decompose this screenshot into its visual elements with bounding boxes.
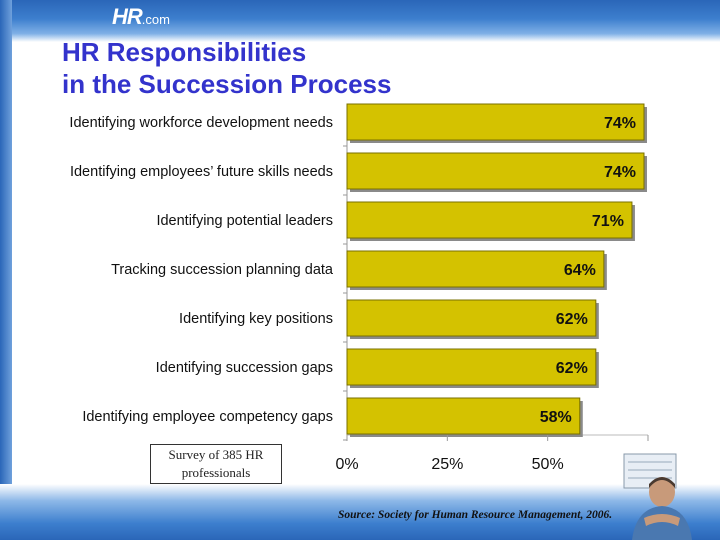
survey-note-line-1: Survey of 385 HR <box>168 447 264 462</box>
bar <box>346 201 633 239</box>
category-label: Tracking succession planning data <box>111 262 334 278</box>
bar <box>346 348 597 386</box>
bar-value-label: 62% <box>556 311 588 328</box>
bar-value-label: 74% <box>604 115 636 132</box>
left-accent-band <box>0 0 12 540</box>
logo-com-text: .com <box>141 12 170 27</box>
source-citation: Source: Society for Human Resource Manag… <box>338 509 613 521</box>
bar <box>346 250 605 288</box>
bar <box>346 299 597 337</box>
title-line-2: in the Succession Process <box>62 69 392 99</box>
title-line-1: HR Responsibilities <box>62 37 307 67</box>
presenter-figure-image <box>623 453 692 540</box>
bar-value-label: 74% <box>604 164 636 181</box>
category-label: Identifying key positions <box>179 311 333 327</box>
bar <box>346 397 581 435</box>
bar-value-label: 58% <box>540 409 572 426</box>
x-tick-label: 0% <box>335 456 358 473</box>
bar-value-label: 64% <box>564 262 596 279</box>
hr-com-logo: HR.com <box>112 4 188 29</box>
x-tick-label: 50% <box>532 456 564 473</box>
survey-note-line-2: professionals <box>181 465 251 480</box>
page-title: HR Responsibilities in the Succession Pr… <box>62 36 391 100</box>
x-tick-label: 25% <box>431 456 463 473</box>
category-label: Identifying workforce development needs <box>69 115 333 131</box>
category-label: Identifying employees’ future skills nee… <box>70 164 333 180</box>
bar-value-label: 62% <box>556 360 588 377</box>
logo-hr-text: HR <box>112 4 143 29</box>
footer-band <box>0 484 720 540</box>
bar-value-label: 71% <box>592 213 624 230</box>
bar <box>346 152 645 190</box>
category-label: Identifying potential leaders <box>156 213 333 229</box>
survey-note-box: Survey of 385 HR professionals <box>150 444 282 484</box>
category-label: Identifying succession gaps <box>156 360 333 376</box>
bar <box>346 103 645 141</box>
category-label: Identifying employee competency gaps <box>82 409 333 425</box>
header-band <box>0 0 720 42</box>
